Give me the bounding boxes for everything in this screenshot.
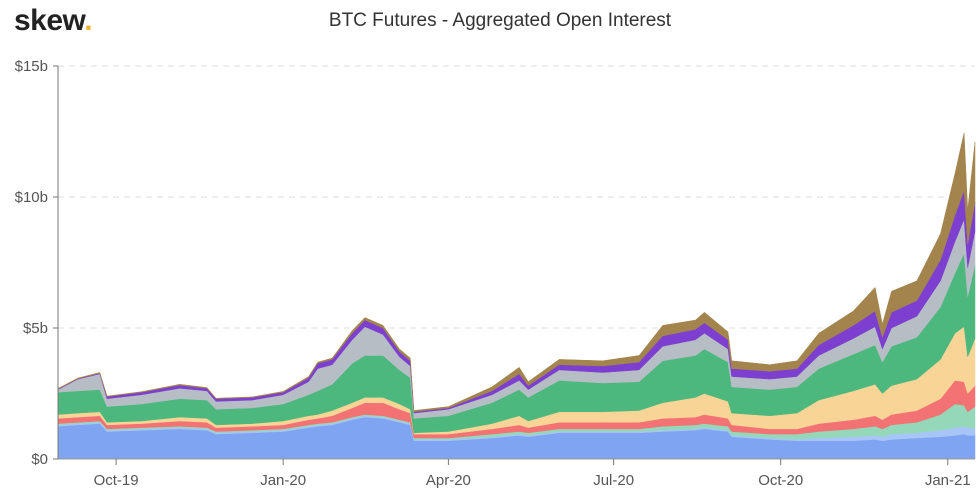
y-tick-label: $0 [31,451,48,468]
grid [58,65,975,329]
y-tick-label: $10b [15,189,48,206]
skew-logo: skew. [14,4,93,38]
y-tick-label: $5b [23,320,48,337]
areas [57,132,976,460]
x-tick-label: Jan-20 [260,472,306,489]
x-tick-label: Oct-20 [758,472,803,489]
logo-text: skew [14,4,85,37]
logo-dot: . [84,4,93,37]
axes: $0 $5b $10b $15b Oct-19 Jan-20 Apr-20 Jul-20 Oct… [15,58,975,489]
x-tick-label: Apr-20 [426,472,471,489]
x-tick-label: Jul-20 [593,472,634,489]
chart-title: BTC Futures - Aggregated Open Interest [328,10,672,31]
x-tick-label: Jan-21 [925,472,971,489]
area-series-9 [57,132,976,413]
x-tick-label: Oct-19 [94,472,139,489]
y-tick-label: $15b [15,58,48,75]
